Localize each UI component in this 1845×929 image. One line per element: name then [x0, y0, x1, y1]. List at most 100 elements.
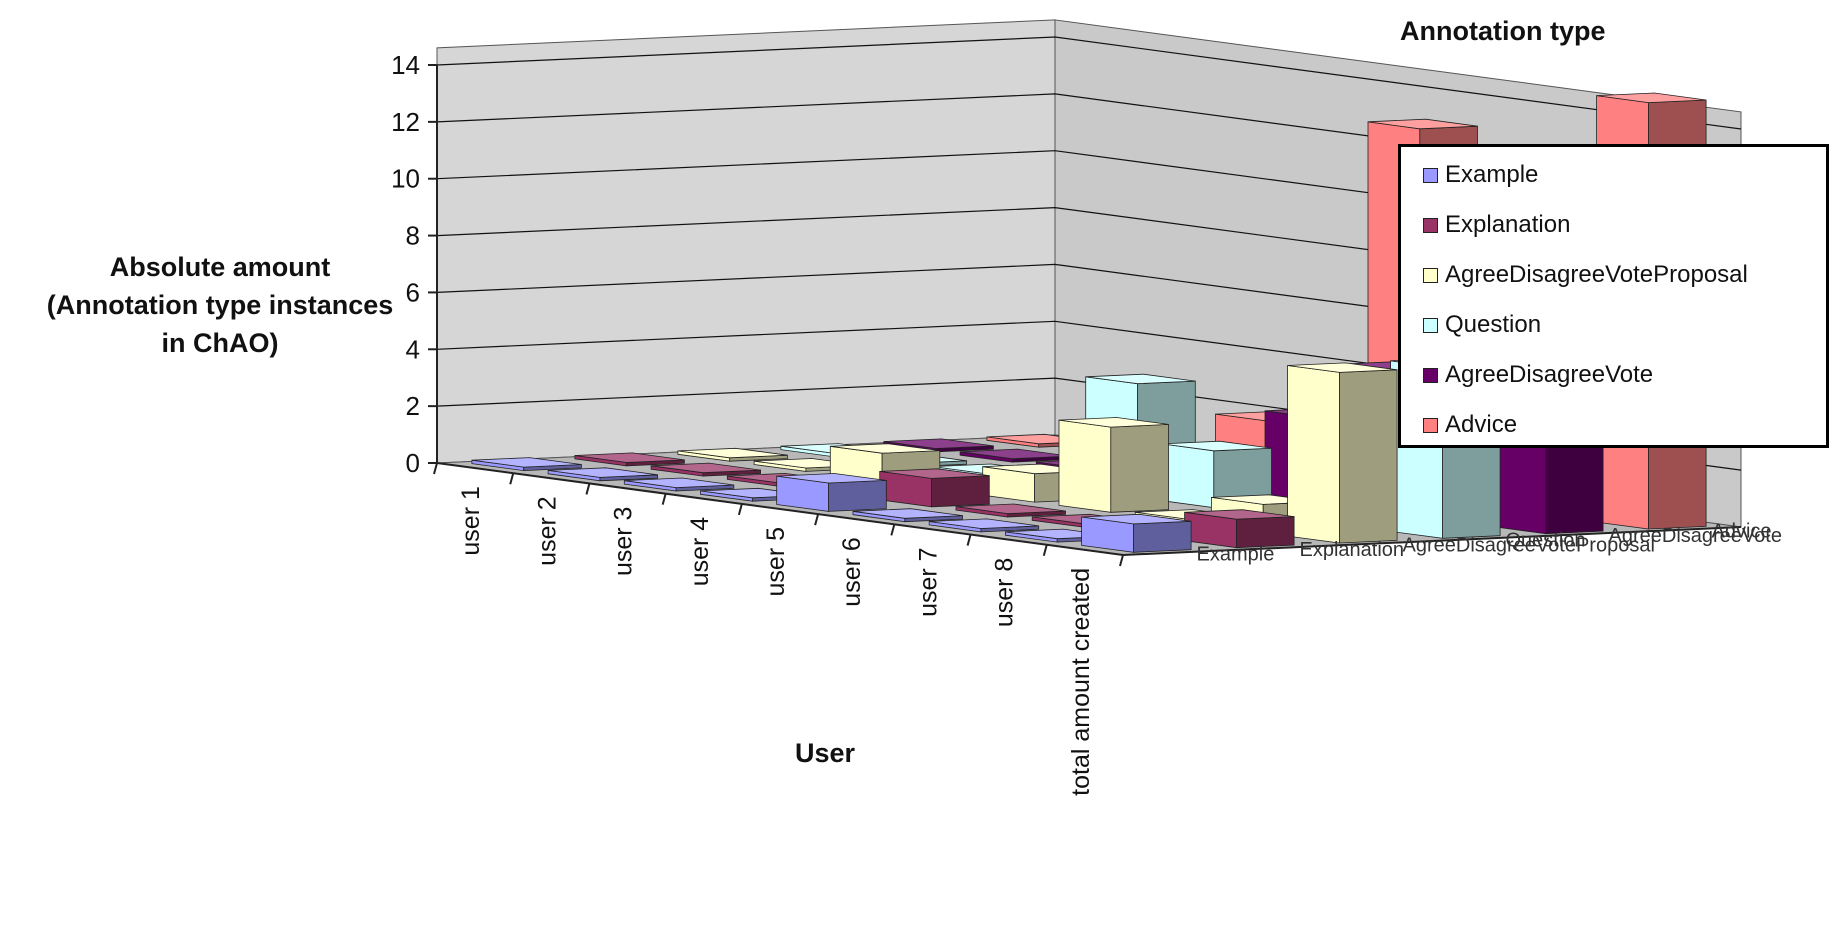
bar-example-user-1: [471, 457, 582, 472]
bar-explanation-total-amount-created: [1184, 509, 1295, 549]
legend-item-advice: Advice: [1423, 410, 1517, 440]
bar-example-user-7: [928, 518, 1040, 533]
bar-top-face: [624, 477, 734, 489]
series-axis-label: Explanation: [1300, 539, 1405, 561]
series-axis-label: Example: [1197, 544, 1275, 566]
x-axis-tick-labels: user 1 user 2 user 3 user 4 user 5 user 6 user…: [433, 462, 1124, 796]
y-axis-title-line-1: Absolute amount: [109, 252, 331, 282]
side-wall: [436, 19, 1056, 464]
legend-swatch-agreedisagreevote: [1423, 367, 1438, 383]
series-axis-label: AgreeDisagreeVoteProposal: [1403, 534, 1655, 556]
x-tick-mark: [1042, 544, 1048, 557]
bar-explanation-user-2: [650, 462, 761, 477]
x-tick-label: user 7: [914, 547, 942, 616]
y-tick-label: 4: [406, 334, 420, 364]
x-tick-mark: [433, 462, 438, 475]
x-tick-mark: [890, 524, 896, 536]
legend-item-example: Example: [1423, 160, 1538, 190]
x-tick-label: user 2: [533, 496, 561, 565]
bar-example-total-amount-created: [1081, 513, 1192, 553]
legend-swatch-advice: [1423, 417, 1438, 433]
x-tick-label: user 6: [838, 537, 866, 606]
legend-item-explanation: Explanation: [1423, 210, 1570, 240]
bar-example-user-6: [852, 508, 963, 523]
bar-top-face: [1085, 373, 1196, 385]
x-tick-mark: [966, 534, 972, 546]
bar-top-face: [830, 443, 940, 454]
bar-agreedisagreevoteproposal-user-1: [677, 447, 788, 462]
bar-top-face: [471, 457, 582, 468]
bar-example-user-5: [776, 473, 887, 512]
x-tick-label: user 1: [457, 486, 485, 555]
bar-top-face: [1367, 118, 1478, 130]
bar-front-face: [1287, 365, 1340, 544]
bar-top-face: [1161, 440, 1272, 452]
bar-top-face: [1081, 513, 1192, 525]
bar-example-user-3: [623, 477, 735, 492]
x-tick-label: user 8: [991, 558, 1019, 627]
legend-swatch-agreedisagreevoteproposal: [1423, 267, 1438, 283]
bar-top-face: [879, 468, 990, 479]
legend-item-agreedisagreevote: AgreeDisagreeVote: [1423, 360, 1653, 390]
bar-agreedisagreevoteproposal-user-6: [1058, 417, 1169, 513]
legend: Example Explanation AgreeDisagreeVotePro…: [1398, 144, 1829, 448]
legend-swatch-question: [1423, 317, 1438, 333]
bar-top-face: [574, 452, 685, 463]
bar-top-face: [955, 503, 1066, 515]
legend-label-advice: Advice: [1445, 411, 1518, 438]
series-axis-label: AgreeDisagreeVote: [1609, 525, 1782, 547]
legend-label-explanation: Explanation: [1445, 211, 1571, 238]
bar-top-face: [776, 473, 887, 484]
y-tick-label: 2: [406, 391, 420, 421]
x-axis-title: User: [794, 738, 856, 768]
bar-explanation-user-1: [574, 452, 685, 467]
bar-side-face: [1133, 520, 1192, 553]
bar-explanation-user-5: [879, 468, 990, 508]
series-axis-label: Advice: [1712, 520, 1772, 542]
bar-top-face: [1596, 92, 1707, 104]
bar-top-face: [1184, 509, 1295, 520]
bar-front-face: [1161, 443, 1215, 509]
series-axis-label: Question: [1506, 530, 1586, 552]
legend-swatch-example: [1423, 167, 1438, 183]
y-tick-label: 12: [391, 107, 420, 137]
series-axis-line: [1122, 526, 1742, 556]
bar-top-face: [852, 508, 963, 519]
bar-side-face: [828, 479, 887, 512]
bar-side-face: [1110, 423, 1169, 513]
y-tick-label: 8: [406, 221, 420, 251]
y-axis-title: Absolute amount (Annotation type instanc…: [0, 248, 440, 362]
bar-top-face: [677, 447, 788, 459]
x-tick-mark: [1119, 554, 1124, 567]
x-tick-mark: [585, 483, 591, 495]
x-tick-label: user 5: [762, 527, 790, 596]
x-tick-mark: [509, 472, 515, 485]
series-axis-labels: Example ExplanationAgreeDisagreeVotePropo…: [1122, 520, 1782, 566]
bar-side-face: [931, 475, 990, 508]
legend-label-agreedisagreevoteproposal: AgreeDisagreeVoteProposal: [1445, 261, 1748, 288]
bar-example-user-2: [547, 467, 658, 482]
y-axis: 0 2 4 6 8 10 12 14: [391, 50, 438, 478]
legend-label-question: Question: [1445, 311, 1542, 338]
x-tick-mark: [814, 513, 820, 526]
x-tick-label: user 4: [686, 517, 714, 587]
bar-top-face: [548, 467, 658, 478]
legend-item-agreedisagreevoteproposal: AgreeDisagreeVoteProposal: [1423, 260, 1748, 290]
bar-top-face: [1287, 362, 1398, 373]
x-tick-label: total amount created: [1067, 568, 1095, 796]
legend-item-question: Question: [1423, 310, 1541, 340]
bar-side-face: [1339, 369, 1398, 544]
x-tick-mark: [737, 503, 743, 516]
legend-swatch-explanation: [1423, 217, 1438, 233]
gridline: [436, 36, 1742, 130]
bar-front-face: [1058, 419, 1112, 513]
x-tick-mark: [661, 493, 667, 505]
y-tick-label: 0: [406, 448, 420, 478]
y-tick-label: 6: [406, 277, 420, 307]
bar-agreedisagreevoteproposal-total-amount-created: [1287, 362, 1398, 544]
y-tick-label: 14: [391, 50, 420, 80]
x-axis-line: [436, 462, 1124, 556]
bar-explanation-user-6: [955, 503, 1066, 518]
legend-title: Annotation type: [1400, 16, 1606, 46]
